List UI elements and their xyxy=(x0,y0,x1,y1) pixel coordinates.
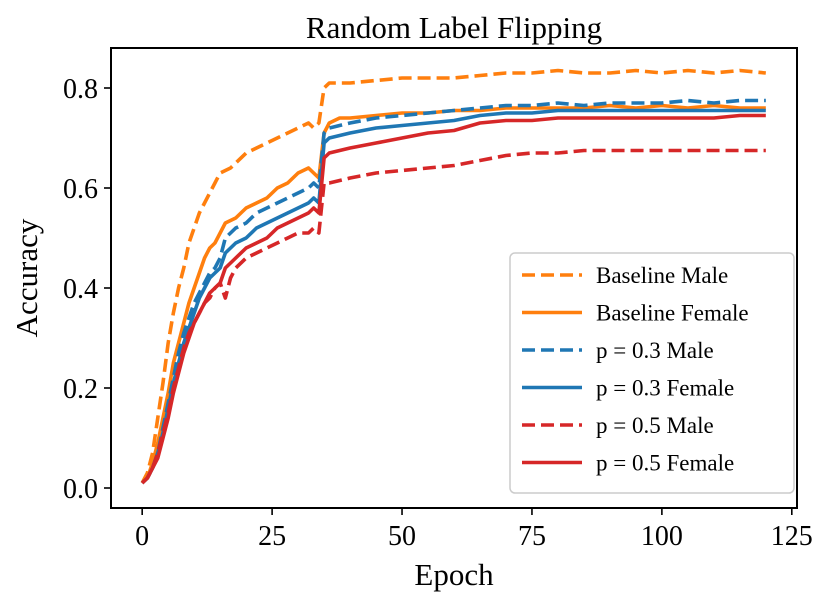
legend-label-p-0-3-female: p = 0.3 Female xyxy=(596,376,734,401)
x-axis-label: Epoch xyxy=(414,557,494,592)
x-tick-label: 100 xyxy=(641,521,683,552)
series-line-baseline-male xyxy=(140,68,766,484)
legend: Baseline Male Baseline Female p = 0.3 Male… xyxy=(509,252,795,494)
series-line-p-0-5-female xyxy=(140,113,766,485)
x-tick-label: 75 xyxy=(518,521,546,552)
legend-label-p-0-5-male: p = 0.5 Male xyxy=(596,413,714,438)
series-layer xyxy=(140,68,766,485)
chart-title: Random Label Flipping xyxy=(306,10,602,45)
y-tick-label: 0.2 xyxy=(63,374,98,405)
y-tick-label: 0.0 xyxy=(63,474,98,505)
ticks-layer: 0 25 50 75 100 125 0.0 0.2 0.4 0.6 0.8 xyxy=(63,74,813,552)
series-line-p-0-3-male xyxy=(140,98,766,485)
y-axis-label: Accuracy xyxy=(9,218,44,337)
x-tick-label: 125 xyxy=(771,521,813,552)
y-tick-label: 0.8 xyxy=(63,74,98,105)
x-tick-label: 25 xyxy=(258,521,286,552)
series-line-baseline-female xyxy=(140,103,766,485)
legend-label-p-0-3-male: p = 0.3 Male xyxy=(596,338,714,363)
plot-frame xyxy=(110,47,798,509)
x-tick-label: 50 xyxy=(388,521,416,552)
x-tick-label: 0 xyxy=(135,521,149,552)
legend-label-baseline-male: Baseline Male xyxy=(596,263,728,288)
legend-label-p-0-5-female: p = 0.5 Female xyxy=(596,451,734,476)
legend-label-baseline-female: Baseline Female xyxy=(596,301,749,326)
y-tick-label: 0.4 xyxy=(63,274,98,305)
y-tick-label: 0.6 xyxy=(63,174,98,205)
